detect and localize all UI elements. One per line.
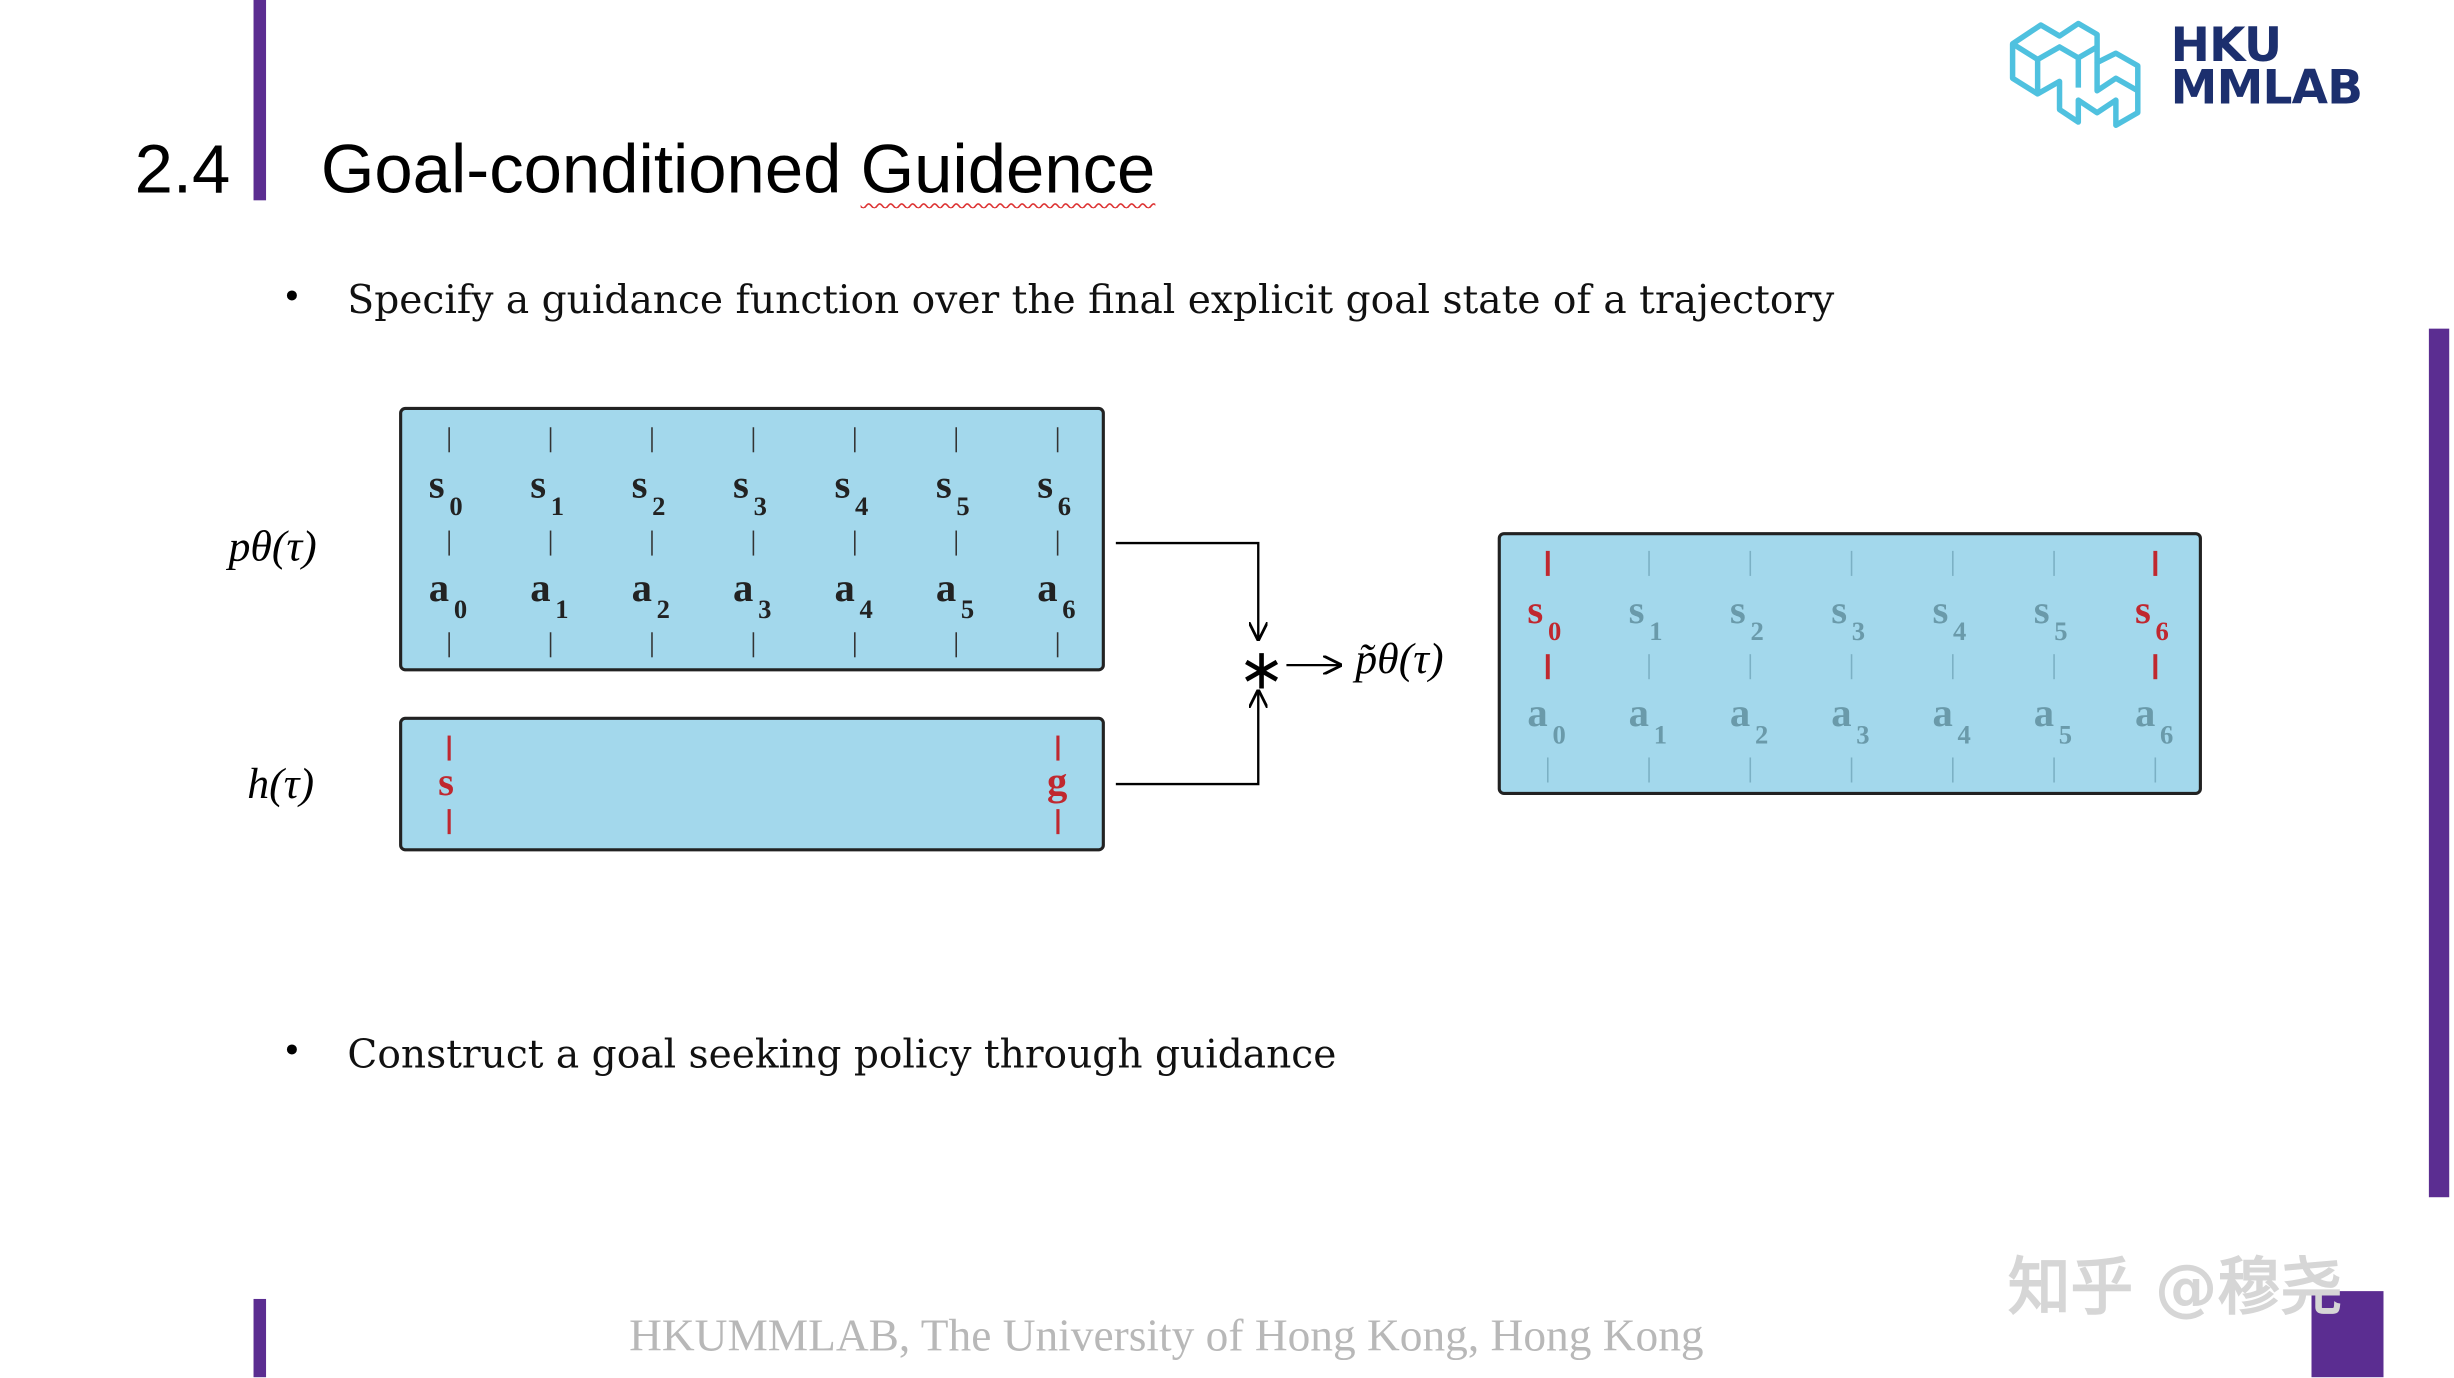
result-box [1497, 532, 2202, 796]
logo-text: HKU MMLAB [2170, 18, 2363, 116]
section-number: 2.4 [134, 131, 231, 209]
watermark: 知乎 @穆尧 [2007, 1252, 2343, 1324]
guidance-goal: g [1047, 759, 1067, 804]
guidance-box [399, 716, 1105, 852]
arrow-policy [1115, 541, 1258, 638]
mmlab-logo-icon [2009, 20, 2141, 128]
label-h: h(τ) [247, 760, 314, 808]
bullet-dot: • [281, 278, 303, 318]
bullet-1: Specify a guidance function over the fin… [347, 277, 1835, 323]
guidance-start: s [438, 759, 454, 804]
accent-bar-right [2428, 328, 2450, 1198]
slide-title: Goal-conditioned Guidence [321, 131, 1156, 209]
bullet-2: Construct a goal seeking policy through … [347, 1031, 1337, 1077]
policy-box [399, 406, 1105, 672]
title-text: Goal-conditioned [320, 131, 861, 209]
logo-line1: HKU [2170, 18, 2282, 74]
accent-bar-bottom [253, 1298, 267, 1378]
arrow-guidance [1115, 692, 1258, 786]
accent-bar-top [253, 0, 267, 201]
accent-block-corner [2311, 1291, 2384, 1378]
logo-line2: MMLAB [2170, 61, 2363, 116]
label-p-theta: pθ(τ) [225, 522, 316, 570]
bullet-dot: • [281, 1032, 303, 1073]
footer: HKUMMLAB, The University of Hong Kong, H… [629, 1311, 1704, 1362]
label-p-tilde: p̃θ(τ) [1352, 635, 1443, 683]
product-operator: ∗ [1238, 640, 1285, 702]
title-misspelled-word: Guidence [860, 131, 1156, 209]
